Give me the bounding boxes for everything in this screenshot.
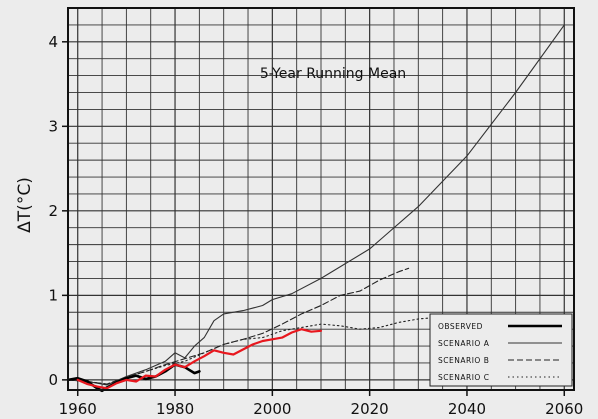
y-tick-label: 0 xyxy=(48,371,58,389)
x-tick-label: 1960 xyxy=(59,400,97,418)
y-tick-label: 1 xyxy=(48,286,58,304)
series-line-red xyxy=(76,328,323,390)
chart-title: 5-Year Running Mean xyxy=(260,66,406,82)
plot-frame xyxy=(67,7,575,391)
x-tick-label: 2000 xyxy=(253,400,291,418)
x-tick-label: 1980 xyxy=(156,400,194,418)
y-tick-label: 2 xyxy=(48,202,58,220)
title-group: 5-Year Running Mean xyxy=(260,66,406,82)
axes: 1960 1980 2000 2020 2040 2060 0 1 2 3 4 xyxy=(48,7,583,418)
y-tick-label: 4 xyxy=(48,33,58,51)
y-tick-label: 3 xyxy=(48,117,58,135)
legend-label: SCENARIO A xyxy=(438,339,490,348)
y-axis-label: ΔT(°C) xyxy=(15,177,35,233)
y-axis-label-group: ΔT(°C) xyxy=(15,177,35,233)
series-group xyxy=(66,24,565,393)
series-line-scenario-a xyxy=(67,24,565,386)
legend: OBSERVED SCENARIO A SCENARIO B SCENARIO C xyxy=(429,313,573,387)
legend-label: SCENARIO B xyxy=(438,356,489,365)
x-tick-label: 2060 xyxy=(545,400,583,418)
x-tick-label: 2020 xyxy=(351,400,389,418)
x-tick-label: 2040 xyxy=(448,400,486,418)
legend-label: SCENARIO C xyxy=(438,373,489,382)
legend-label: OBSERVED xyxy=(438,322,483,331)
series-line-scenario-c xyxy=(67,316,458,385)
